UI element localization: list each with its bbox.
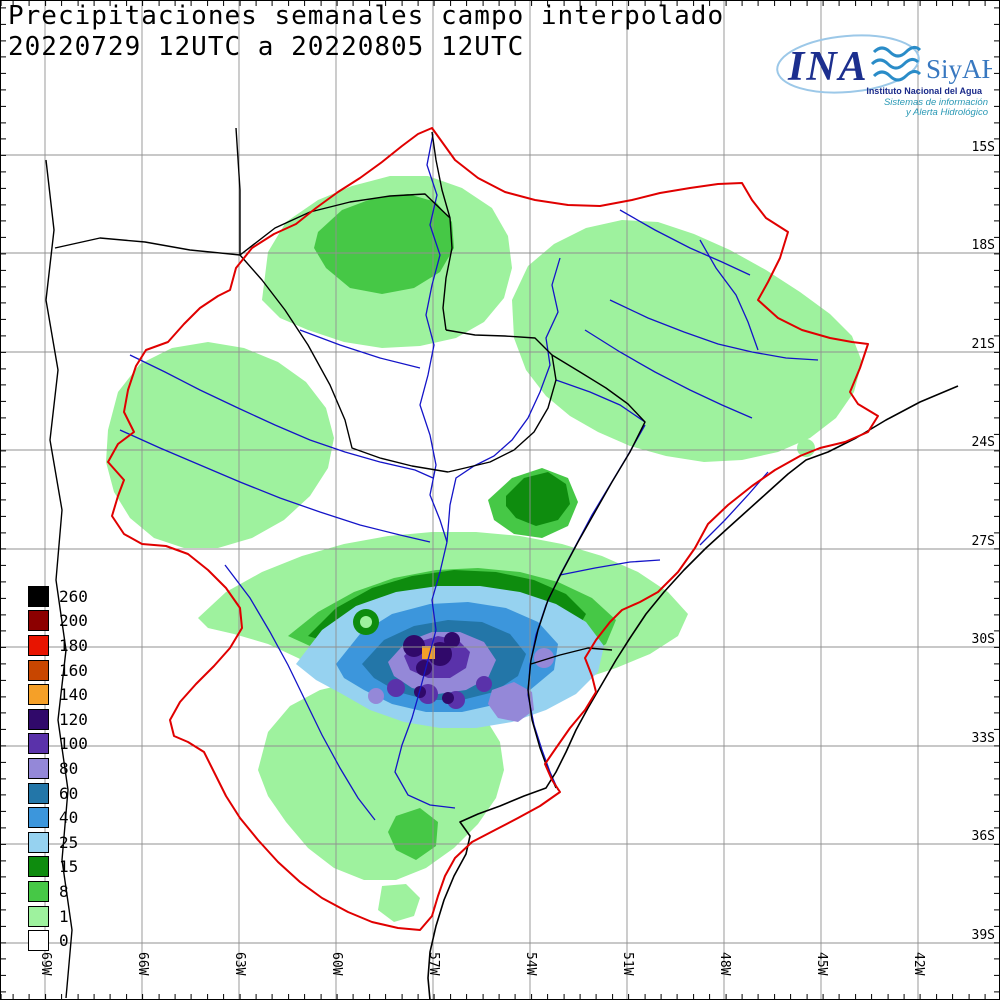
legend-swatch: [28, 782, 49, 804]
legend-item: 180: [28, 633, 88, 658]
longitude-label: 48W: [717, 952, 732, 976]
legend-swatch: [28, 831, 49, 853]
legend-value: 1: [59, 906, 69, 926]
legend-swatch: [28, 880, 49, 902]
legend-value: 15: [59, 857, 79, 877]
legend-value: 140: [59, 685, 88, 705]
legend-value: 60: [59, 783, 79, 803]
legend-value: 100: [59, 734, 88, 754]
legend-item: 160: [28, 658, 88, 683]
legend-swatch: [28, 856, 49, 878]
tick-ruler-bottom: [0, 994, 1000, 1000]
legend-item: 0: [28, 928, 88, 953]
legend-swatch: [28, 733, 49, 755]
logo-tagline-1: Sistemas de información: [884, 97, 988, 108]
longitude-label: 51W: [620, 952, 635, 976]
longitude-label: 57W: [426, 952, 441, 976]
legend-value: 260: [59, 586, 88, 606]
longitude-label: 69W: [38, 952, 53, 976]
longitude-label: 54W: [523, 952, 538, 976]
legend-item: 8: [28, 879, 88, 904]
logo-waves-icon: [870, 45, 922, 82]
logo-subtitle: Instituto Nacional del Agua: [866, 86, 983, 96]
legend: 260 200 180 160 140 120 100 80 60 40 25 15 8 1 0: [28, 584, 88, 953]
legend-item: 100: [28, 732, 88, 757]
latitude-label: 18S: [971, 238, 995, 253]
legend-value: 8: [59, 881, 69, 901]
legend-item: 200: [28, 609, 88, 634]
longitude-label: 60W: [329, 952, 344, 976]
longitude-label: 66W: [135, 952, 150, 976]
longitude-label: 45W: [814, 952, 829, 976]
latitude-label: 33S: [971, 731, 995, 746]
legend-value: 40: [59, 808, 79, 828]
logo-oval: [776, 34, 920, 94]
map-title: Precipitaciones semanales campo interpol…: [8, 1, 724, 63]
latitude-label: 36S: [971, 829, 995, 844]
longitude-label: 42W: [911, 952, 926, 976]
legend-value: 25: [59, 832, 79, 852]
legend-swatch: [28, 930, 49, 952]
logo-tagline-2: y Alerta Hidrológico: [905, 107, 988, 118]
tick-ruler-left: [0, 0, 6, 1000]
legend-swatch: [28, 610, 49, 632]
latitude-label: 39S: [971, 928, 995, 943]
coastline: [428, 386, 958, 1000]
legend-value: 180: [59, 635, 88, 655]
tick-ruler-top: [0, 0, 1000, 6]
legend-item: 15: [28, 855, 88, 880]
legend-item: 60: [28, 781, 88, 806]
legend-value: 0: [59, 931, 69, 951]
legend-item: 80: [28, 756, 88, 781]
latitude-label: 27S: [971, 534, 995, 549]
longitude-label: 63W: [232, 952, 247, 976]
legend-value: 120: [59, 709, 88, 729]
country-borders: [46, 128, 645, 998]
legend-swatch: [28, 585, 49, 607]
legend-value: 160: [59, 660, 88, 680]
legend-item: 25: [28, 830, 88, 855]
legend-item: 1: [28, 904, 88, 929]
legend-swatch: [28, 807, 49, 829]
legend-swatch: [28, 757, 49, 779]
legend-swatch: [28, 634, 49, 656]
basin-boundary: [108, 128, 878, 930]
legend-swatch: [28, 905, 49, 927]
latitude-label: 15S: [971, 140, 995, 155]
latitude-label: 30S: [971, 632, 995, 647]
tick-ruler-right: [994, 0, 1000, 1000]
legend-item: 120: [28, 707, 88, 732]
logo-ina-text: INA: [787, 44, 869, 90]
legend-value: 80: [59, 758, 79, 778]
ina-siyah-logo: INA SiyAH Instituto Nacional del Agua Si…: [774, 34, 1000, 122]
title-line-2: 20220729 12UTC a 20220805 12UTC: [8, 32, 525, 62]
legend-item: 40: [28, 805, 88, 830]
legend-item: 140: [28, 682, 88, 707]
legend-swatch: [28, 708, 49, 730]
latitude-label: 24S: [971, 435, 995, 450]
legend-item: 260: [28, 584, 88, 609]
legend-swatch: [28, 684, 49, 706]
title-line-1: Precipitaciones semanales campo interpol…: [8, 1, 725, 31]
legend-swatch: [28, 659, 49, 681]
latitude-label: 21S: [971, 337, 995, 352]
precip-field: [106, 176, 862, 922]
legend-value: 200: [59, 611, 88, 631]
logo-siyah-text: SiyAH: [926, 54, 992, 84]
